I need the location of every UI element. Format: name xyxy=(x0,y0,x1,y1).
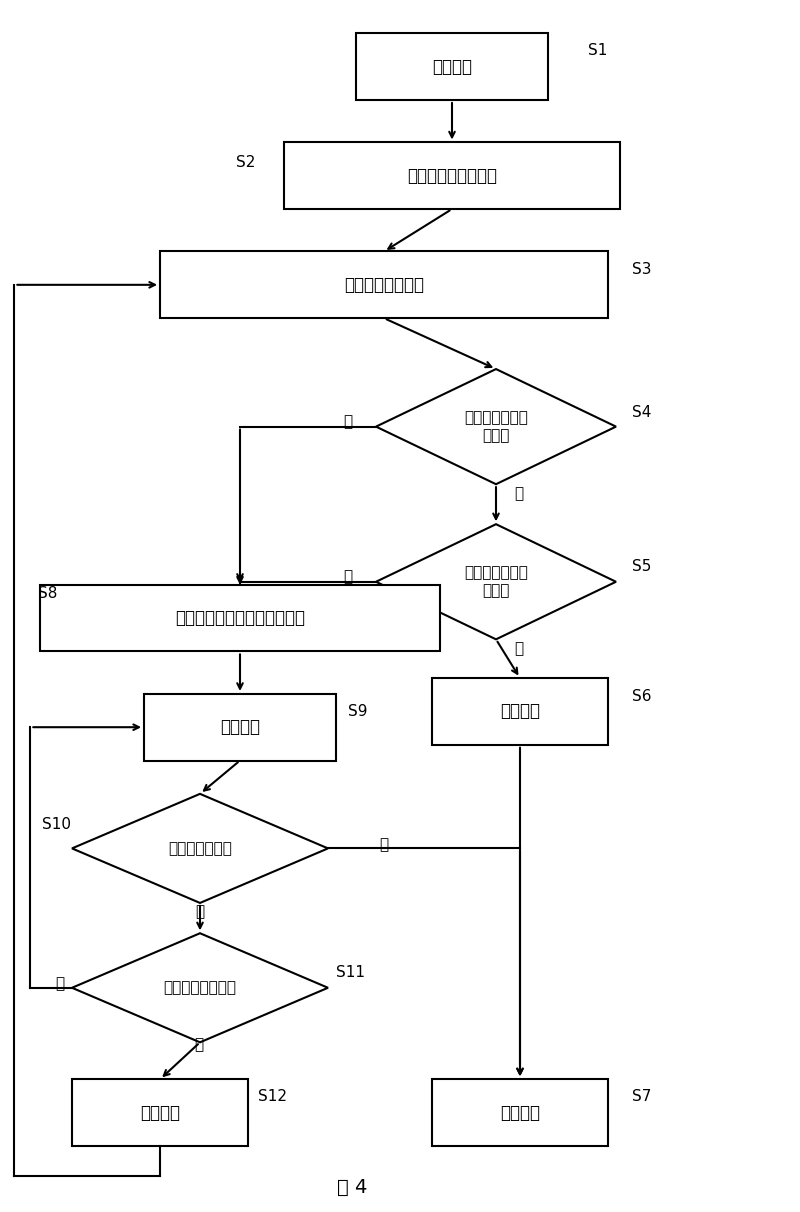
Text: 搜寻次一可烧录
倍速？: 搜寻次一可烧录 倍速？ xyxy=(464,566,528,598)
Text: 是: 是 xyxy=(343,570,353,584)
Bar xyxy=(432,1079,608,1147)
Text: S8: S8 xyxy=(38,587,58,601)
Text: 否: 否 xyxy=(195,904,205,919)
Polygon shape xyxy=(376,368,616,484)
Text: S1: S1 xyxy=(588,44,607,58)
Text: 搜寻相对可烧录
倍速？: 搜寻相对可烧录 倍速？ xyxy=(464,411,528,442)
Bar xyxy=(284,142,620,208)
Text: S10: S10 xyxy=(42,817,70,831)
Bar xyxy=(356,33,548,101)
Text: 验证保留可烧录倍速: 验证保留可烧录倍速 xyxy=(407,167,497,184)
Text: S2: S2 xyxy=(236,155,255,170)
Text: 否: 否 xyxy=(514,641,523,656)
Text: S5: S5 xyxy=(632,559,651,573)
Text: S4: S4 xyxy=(632,405,651,419)
Text: 是: 是 xyxy=(194,1037,203,1052)
Text: S11: S11 xyxy=(336,965,365,979)
Text: S6: S6 xyxy=(632,690,651,704)
Text: 否: 否 xyxy=(55,977,65,991)
Text: S9: S9 xyxy=(348,704,367,719)
Text: 是: 是 xyxy=(379,837,389,852)
Bar xyxy=(160,251,608,318)
Text: 否: 否 xyxy=(514,486,523,501)
Text: S7: S7 xyxy=(632,1090,651,1104)
Text: 烧录失败: 烧录失败 xyxy=(500,703,540,720)
Text: 监控烧录完成？: 监控烧录完成？ xyxy=(168,841,232,856)
Text: 图 4: 图 4 xyxy=(337,1178,367,1197)
Text: S3: S3 xyxy=(632,262,651,276)
Polygon shape xyxy=(376,524,616,639)
Text: 是: 是 xyxy=(343,415,353,429)
Text: 烧录数据: 烧录数据 xyxy=(220,719,260,736)
Text: 结束烧录: 结束烧录 xyxy=(500,1104,540,1121)
Text: 需改变烧录倍速？: 需改变烧录倍速？ xyxy=(163,981,237,995)
Polygon shape xyxy=(72,794,328,903)
Bar xyxy=(72,1079,248,1147)
Text: S12: S12 xyxy=(258,1090,287,1104)
Text: 调整至该倍速及推估烧录功率: 调整至该倍速及推估烧录功率 xyxy=(175,610,305,627)
Polygon shape xyxy=(72,933,328,1042)
Bar xyxy=(144,693,336,761)
Text: 确认烧录数据地址: 确认烧录数据地址 xyxy=(344,276,424,293)
Bar xyxy=(40,585,440,652)
Text: 暂停烧录: 暂停烧录 xyxy=(140,1104,180,1121)
Text: 开始烧录: 开始烧录 xyxy=(432,58,472,75)
Bar xyxy=(432,679,608,744)
